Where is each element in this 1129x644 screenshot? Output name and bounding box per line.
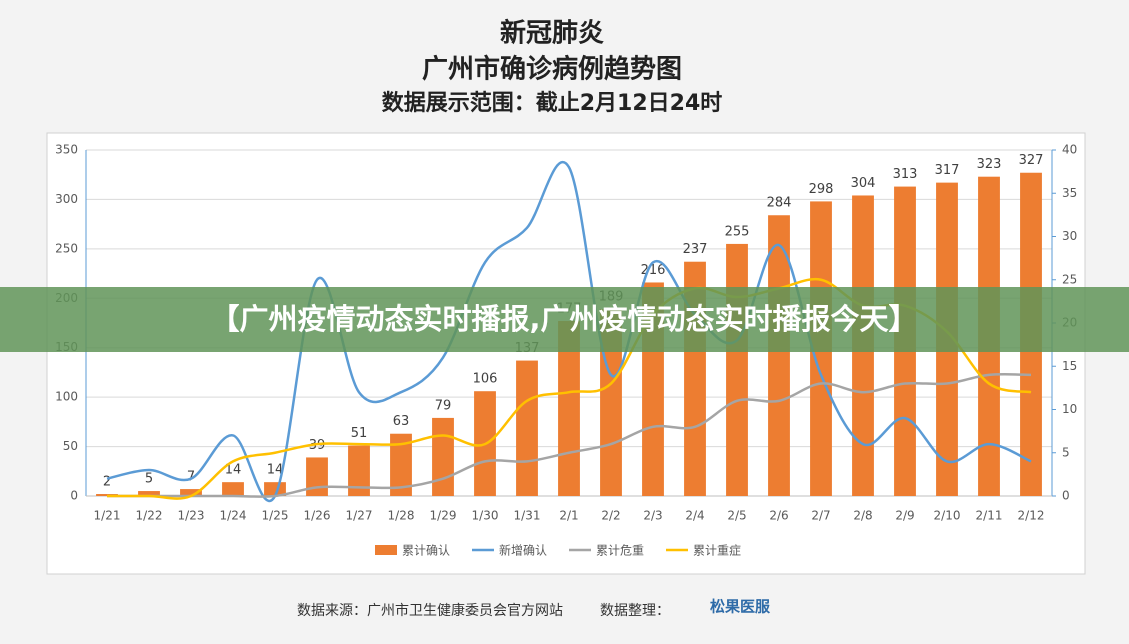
- data-label: 14: [267, 463, 284, 478]
- data-label: 106: [473, 372, 498, 387]
- x-tick-label: 2/11: [976, 509, 1003, 523]
- x-tick-label: 2/5: [727, 509, 746, 523]
- data-label: 7: [187, 470, 195, 485]
- y2-tick-label: 25: [1062, 272, 1077, 286]
- bar: [432, 417, 454, 496]
- y-tick-label: 250: [55, 241, 78, 255]
- data-label: 298: [809, 182, 834, 197]
- data-label: 79: [435, 398, 452, 413]
- data-label: 327: [1019, 153, 1044, 168]
- legend-label: 新增确认: [499, 543, 547, 558]
- x-tick-label: 2/9: [895, 509, 914, 523]
- chart-subtitle: 广州市确诊病例趋势图: [422, 54, 682, 85]
- x-tick-label: 2/7: [811, 509, 830, 523]
- data-label: 2: [103, 475, 111, 490]
- footer-logo: 松果医服: [710, 598, 771, 616]
- legend-swatch: [375, 545, 397, 555]
- line: [107, 373, 1032, 498]
- data-label: 304: [851, 176, 876, 191]
- bar: [348, 445, 370, 496]
- data-label: 39: [309, 438, 326, 453]
- data-label: 255: [725, 224, 750, 239]
- data-label: 237: [683, 242, 708, 257]
- y-tick-label: 350: [55, 143, 78, 157]
- x-tick-label: 1/24: [220, 509, 247, 523]
- x-tick-label: 1/21: [94, 509, 121, 523]
- x-tick-label: 1/25: [262, 509, 289, 523]
- x-tick-label: 1/30: [472, 509, 499, 523]
- x-tick-label: 2/12: [1018, 509, 1045, 523]
- bar: [138, 491, 160, 496]
- x-tick-label: 2/8: [853, 509, 872, 523]
- x-tick-label: 1/28: [388, 509, 415, 523]
- x-tick-label: 2/10: [934, 509, 961, 523]
- x-tick-label: 1/31: [514, 509, 541, 523]
- data-label: 313: [893, 167, 918, 182]
- bar: [390, 433, 412, 496]
- banner-text: 【广州疫情动态实时播报,广州疫情动态实时播报今天】: [210, 302, 917, 336]
- bar: [180, 489, 202, 496]
- data-label: 216: [641, 263, 666, 278]
- y2-tick-label: 5: [1062, 445, 1070, 459]
- bar: [222, 482, 244, 496]
- x-tick-label: 2/3: [643, 509, 662, 523]
- y-tick-label: 50: [63, 439, 78, 453]
- banner: [0, 287, 1129, 352]
- legend-label: 累计危重: [596, 544, 644, 558]
- y2-tick-label: 15: [1062, 359, 1077, 373]
- bar: [516, 360, 538, 496]
- y2-tick-label: 10: [1062, 402, 1077, 416]
- x-tick-label: 1/22: [136, 509, 163, 523]
- x-tick-label: 2/1: [559, 509, 578, 523]
- data-label: 14: [225, 463, 242, 478]
- x-tick-label: 2/4: [685, 509, 704, 523]
- x-tick-label: 2/2: [601, 509, 620, 523]
- data-label: 63: [393, 414, 410, 429]
- x-tick-label: 1/26: [304, 509, 331, 523]
- bar: [264, 482, 286, 496]
- bar: [726, 243, 748, 496]
- data-label: 284: [767, 196, 792, 211]
- y-tick-label: 100: [55, 390, 78, 404]
- footer-organizer: 数据整理：: [600, 603, 670, 619]
- x-tick-label: 1/27: [346, 509, 373, 523]
- y2-tick-label: 30: [1062, 229, 1077, 243]
- x-tick-label: 1/29: [430, 509, 457, 523]
- x-tick-label: 1/23: [178, 509, 205, 523]
- chart-title: 新冠肺炎: [500, 18, 604, 49]
- y-tick-label: 0: [70, 489, 78, 503]
- bar: [768, 215, 790, 496]
- data-label: 5: [145, 472, 153, 487]
- footer-source: 数据来源：广州市卫生健康委员会官方网站: [297, 602, 563, 619]
- x-tick-label: 2/6: [769, 509, 788, 523]
- legend-label: 累计确认: [402, 544, 450, 558]
- y2-tick-label: 35: [1062, 186, 1077, 200]
- bar: [600, 309, 622, 496]
- y-tick-label: 300: [55, 192, 78, 206]
- data-label: 323: [977, 157, 1002, 172]
- y2-tick-label: 0: [1062, 489, 1070, 503]
- bar: [306, 457, 328, 496]
- y2-tick-label: 40: [1062, 143, 1077, 157]
- legend-label: 累计重症: [693, 543, 741, 558]
- data-label: 51: [351, 426, 368, 441]
- data-label: 317: [935, 163, 960, 178]
- chart-note: 数据展示范围：截止2月12日24时: [382, 90, 723, 116]
